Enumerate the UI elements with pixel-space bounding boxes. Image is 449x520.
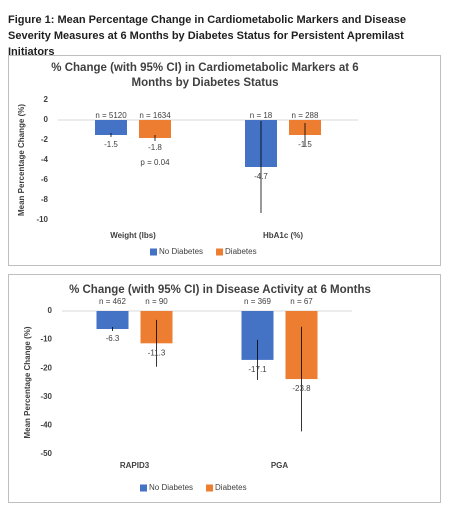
- value-label: -1.5: [298, 140, 312, 149]
- annotation: p = 0.04: [140, 158, 170, 167]
- value-label: -1.5: [104, 140, 118, 149]
- x-tick-label: Weight (lbs): [110, 231, 156, 240]
- y-tick-label: -10: [36, 215, 48, 224]
- chart-frame: [8, 55, 441, 266]
- legend-swatch: [150, 248, 157, 256]
- legend-swatch: [206, 484, 214, 492]
- y-tick-label: -8: [41, 195, 49, 204]
- bar: [95, 120, 127, 135]
- chart-title: % Change (with 95% CI) in Disease Activi…: [69, 284, 371, 296]
- y-tick-label: -30: [40, 392, 52, 401]
- value-label: -4.7: [254, 172, 268, 181]
- n-label: n = 90: [145, 297, 168, 306]
- y-tick-label: 0: [44, 115, 49, 124]
- value-label: -6.3: [106, 334, 120, 343]
- y-tick-label: -6: [41, 175, 49, 184]
- legend-label: Diabetes: [225, 247, 257, 256]
- x-tick-label: PGA: [271, 461, 289, 470]
- y-tick-label: -20: [40, 363, 52, 372]
- n-label: n = 462: [99, 297, 126, 306]
- legend-swatch: [216, 248, 224, 256]
- y-tick-label: -2: [41, 135, 49, 144]
- chart-frame: [8, 274, 441, 503]
- chart-title: % Change (with 95% CI) in Cardiometaboli…: [51, 62, 359, 89]
- y-tick-label: 0: [48, 306, 53, 315]
- legend-label: No Diabetes: [159, 247, 203, 256]
- y-tick-label: 2: [44, 95, 49, 104]
- value-label: -23.8: [292, 384, 311, 393]
- n-label: n = 67: [290, 297, 313, 306]
- n-label: n = 1634: [139, 111, 171, 120]
- y-tick-label: -4: [41, 155, 49, 164]
- x-tick-label: HbA1c (%): [263, 231, 303, 240]
- n-label: n = 369: [244, 297, 271, 306]
- n-label: n = 5120: [95, 111, 127, 120]
- y-axis-label: Mean Percentage Change (%): [23, 326, 32, 438]
- y-axis-label: Mean Percentage Change (%): [17, 104, 26, 216]
- legend-swatch: [140, 484, 147, 492]
- legend-label: Diabetes: [215, 483, 247, 492]
- x-tick-label: RAPID3: [120, 461, 150, 470]
- n-label: n = 18: [250, 111, 273, 120]
- bar: [139, 120, 171, 138]
- n-label: n = 288: [292, 111, 319, 120]
- bar: [96, 311, 129, 330]
- y-tick-label: -10: [40, 335, 52, 344]
- value-label: -17.1: [248, 365, 267, 374]
- value-label: -1.8: [148, 143, 162, 152]
- legend-label: No Diabetes: [149, 483, 193, 492]
- y-tick-label: -40: [40, 421, 52, 430]
- y-tick-label: -50: [40, 449, 52, 458]
- value-label: -11.3: [148, 348, 166, 357]
